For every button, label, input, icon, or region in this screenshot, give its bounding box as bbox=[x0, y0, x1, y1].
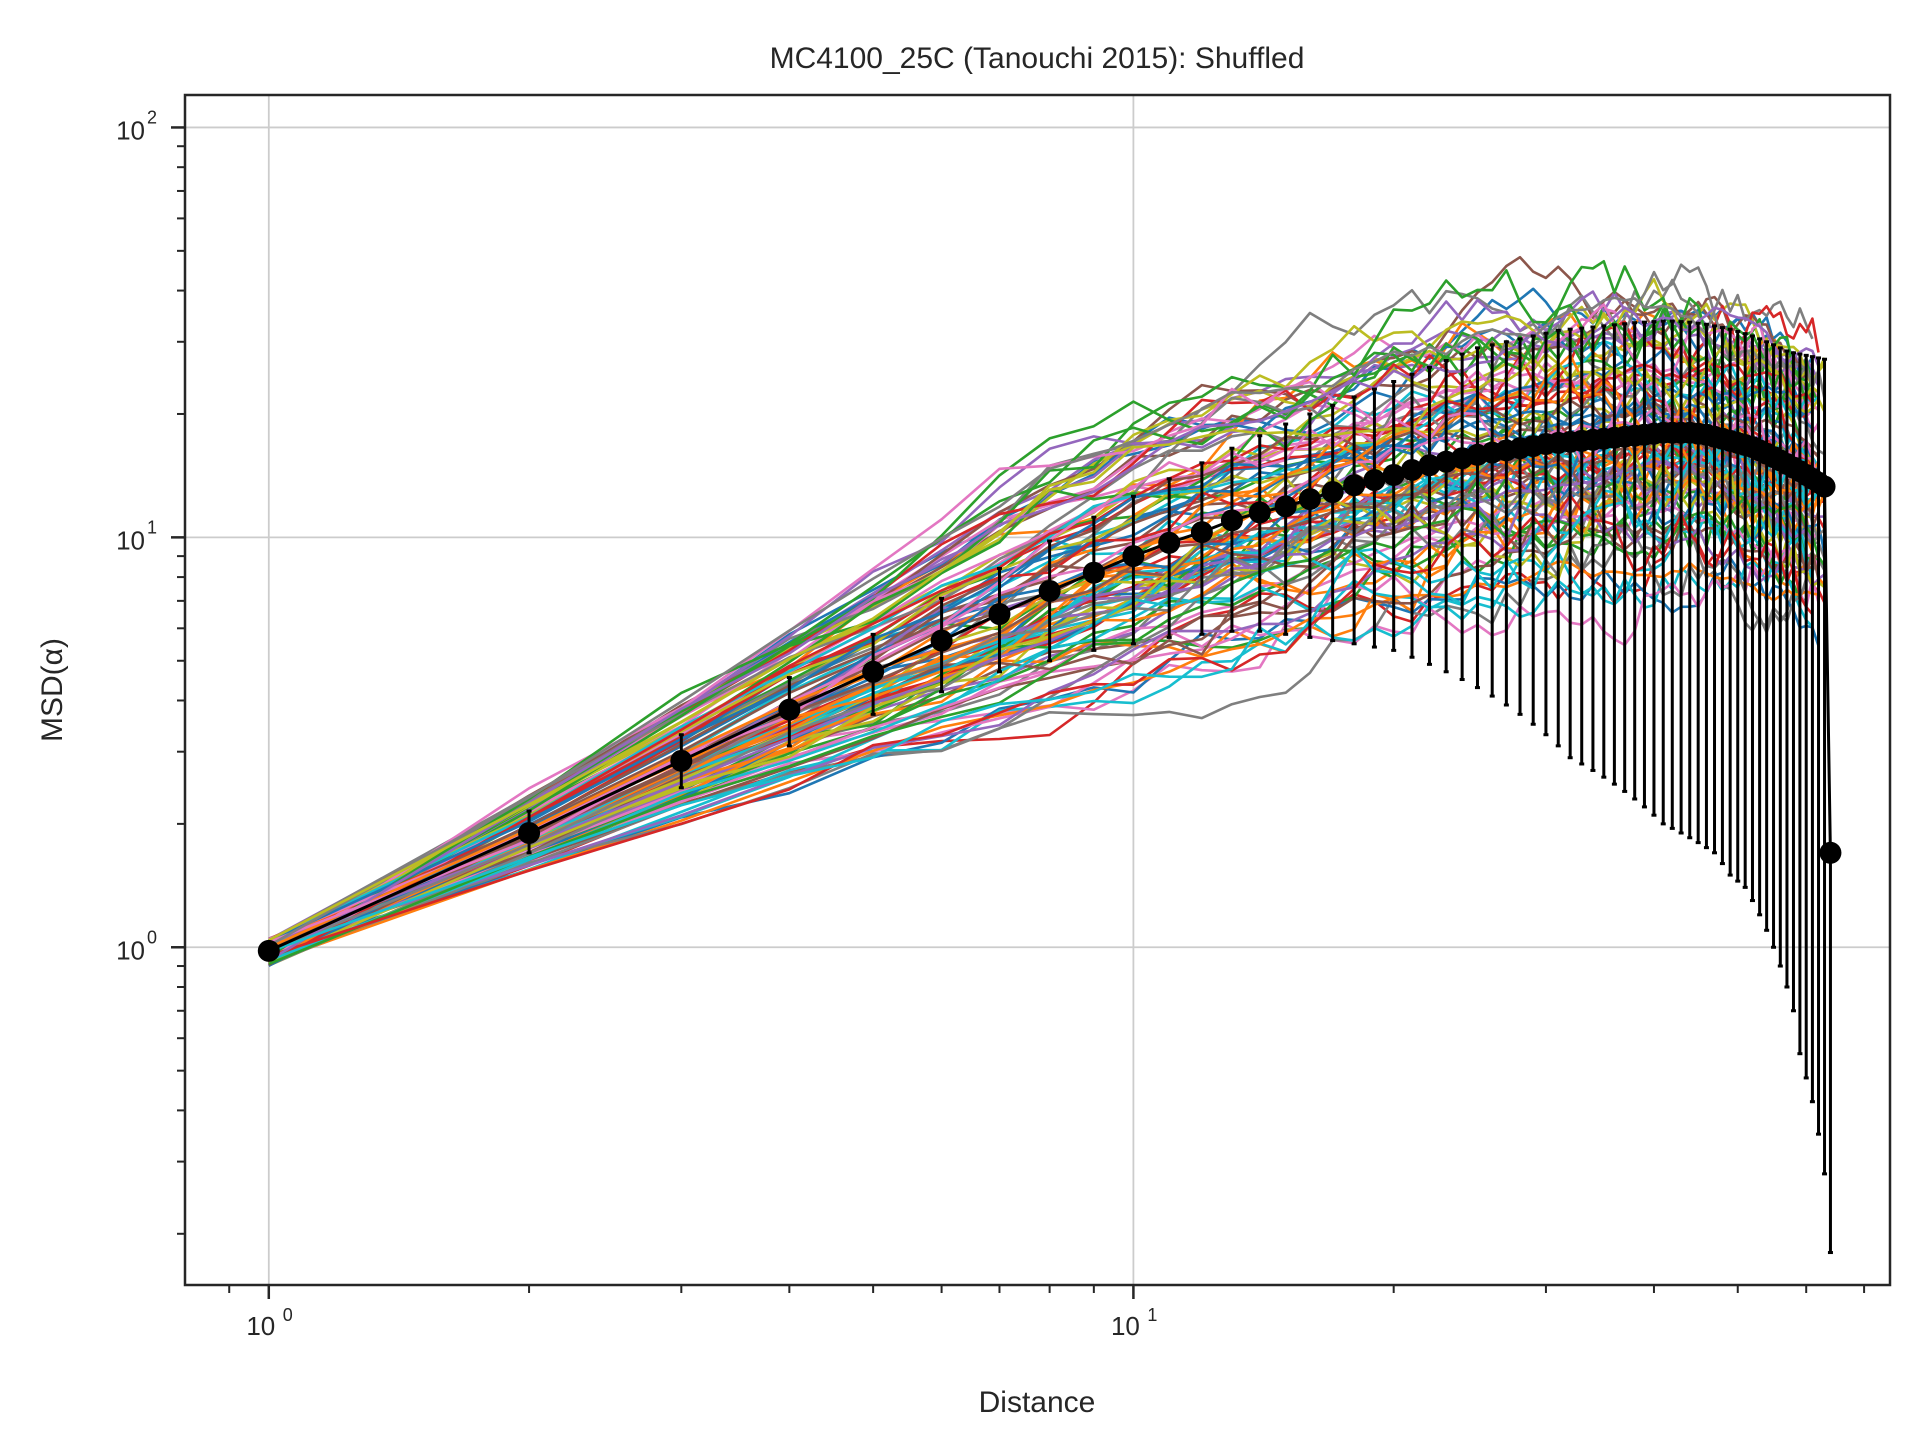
mean-point bbox=[930, 629, 953, 652]
mean-series bbox=[257, 421, 1842, 962]
mean-point bbox=[1122, 545, 1145, 568]
mean-point bbox=[1274, 495, 1297, 518]
mean-point bbox=[1418, 454, 1441, 477]
mean-point bbox=[778, 698, 801, 721]
mean-point bbox=[1813, 475, 1836, 498]
x-tick-exponent: 1 bbox=[1147, 1305, 1157, 1325]
mean-point bbox=[1038, 579, 1061, 602]
y-tick-label: 10 bbox=[116, 115, 145, 145]
x-tick-label: 10 bbox=[1111, 1311, 1140, 1341]
x-tick-label: 10 bbox=[246, 1311, 275, 1341]
mean-point bbox=[1248, 501, 1271, 524]
mean-point bbox=[1158, 531, 1181, 554]
mean-point bbox=[1082, 561, 1105, 584]
mean-point bbox=[862, 660, 885, 683]
mean-point bbox=[670, 749, 693, 772]
mean-point bbox=[1382, 463, 1405, 486]
x-axis-label: Distance bbox=[979, 1386, 1096, 1419]
plot-frame bbox=[183, 93, 1892, 1287]
y-tick-exponent: 2 bbox=[147, 107, 157, 127]
mean-point bbox=[1363, 469, 1386, 492]
mean-point bbox=[1343, 474, 1366, 497]
mean-point bbox=[988, 603, 1011, 626]
mean-point bbox=[257, 939, 280, 962]
axis-ticks: 10 0 10 110 010 110 2 bbox=[116, 107, 1866, 1341]
mean-point bbox=[518, 822, 541, 845]
chart-title: MC4100_25C (Tanouchi 2015): Shuffled bbox=[770, 42, 1305, 75]
trajectory-line bbox=[268, 306, 1820, 962]
mean-point bbox=[1298, 488, 1321, 511]
mean-point bbox=[1220, 509, 1243, 532]
mean-point bbox=[1190, 521, 1213, 544]
mean-point bbox=[1401, 458, 1424, 481]
y-tick-label: 10 bbox=[116, 935, 145, 965]
mean-point bbox=[1321, 481, 1344, 504]
trajectory-line bbox=[268, 299, 1807, 955]
y-tick-exponent: 0 bbox=[147, 927, 157, 947]
y-tick-exponent: 1 bbox=[147, 517, 157, 537]
y-tick-label: 10 bbox=[116, 525, 145, 555]
x-tick-exponent: 0 bbox=[283, 1305, 293, 1325]
y-axis-label: MSD(α) bbox=[36, 638, 69, 742]
mean-point bbox=[1819, 841, 1842, 864]
